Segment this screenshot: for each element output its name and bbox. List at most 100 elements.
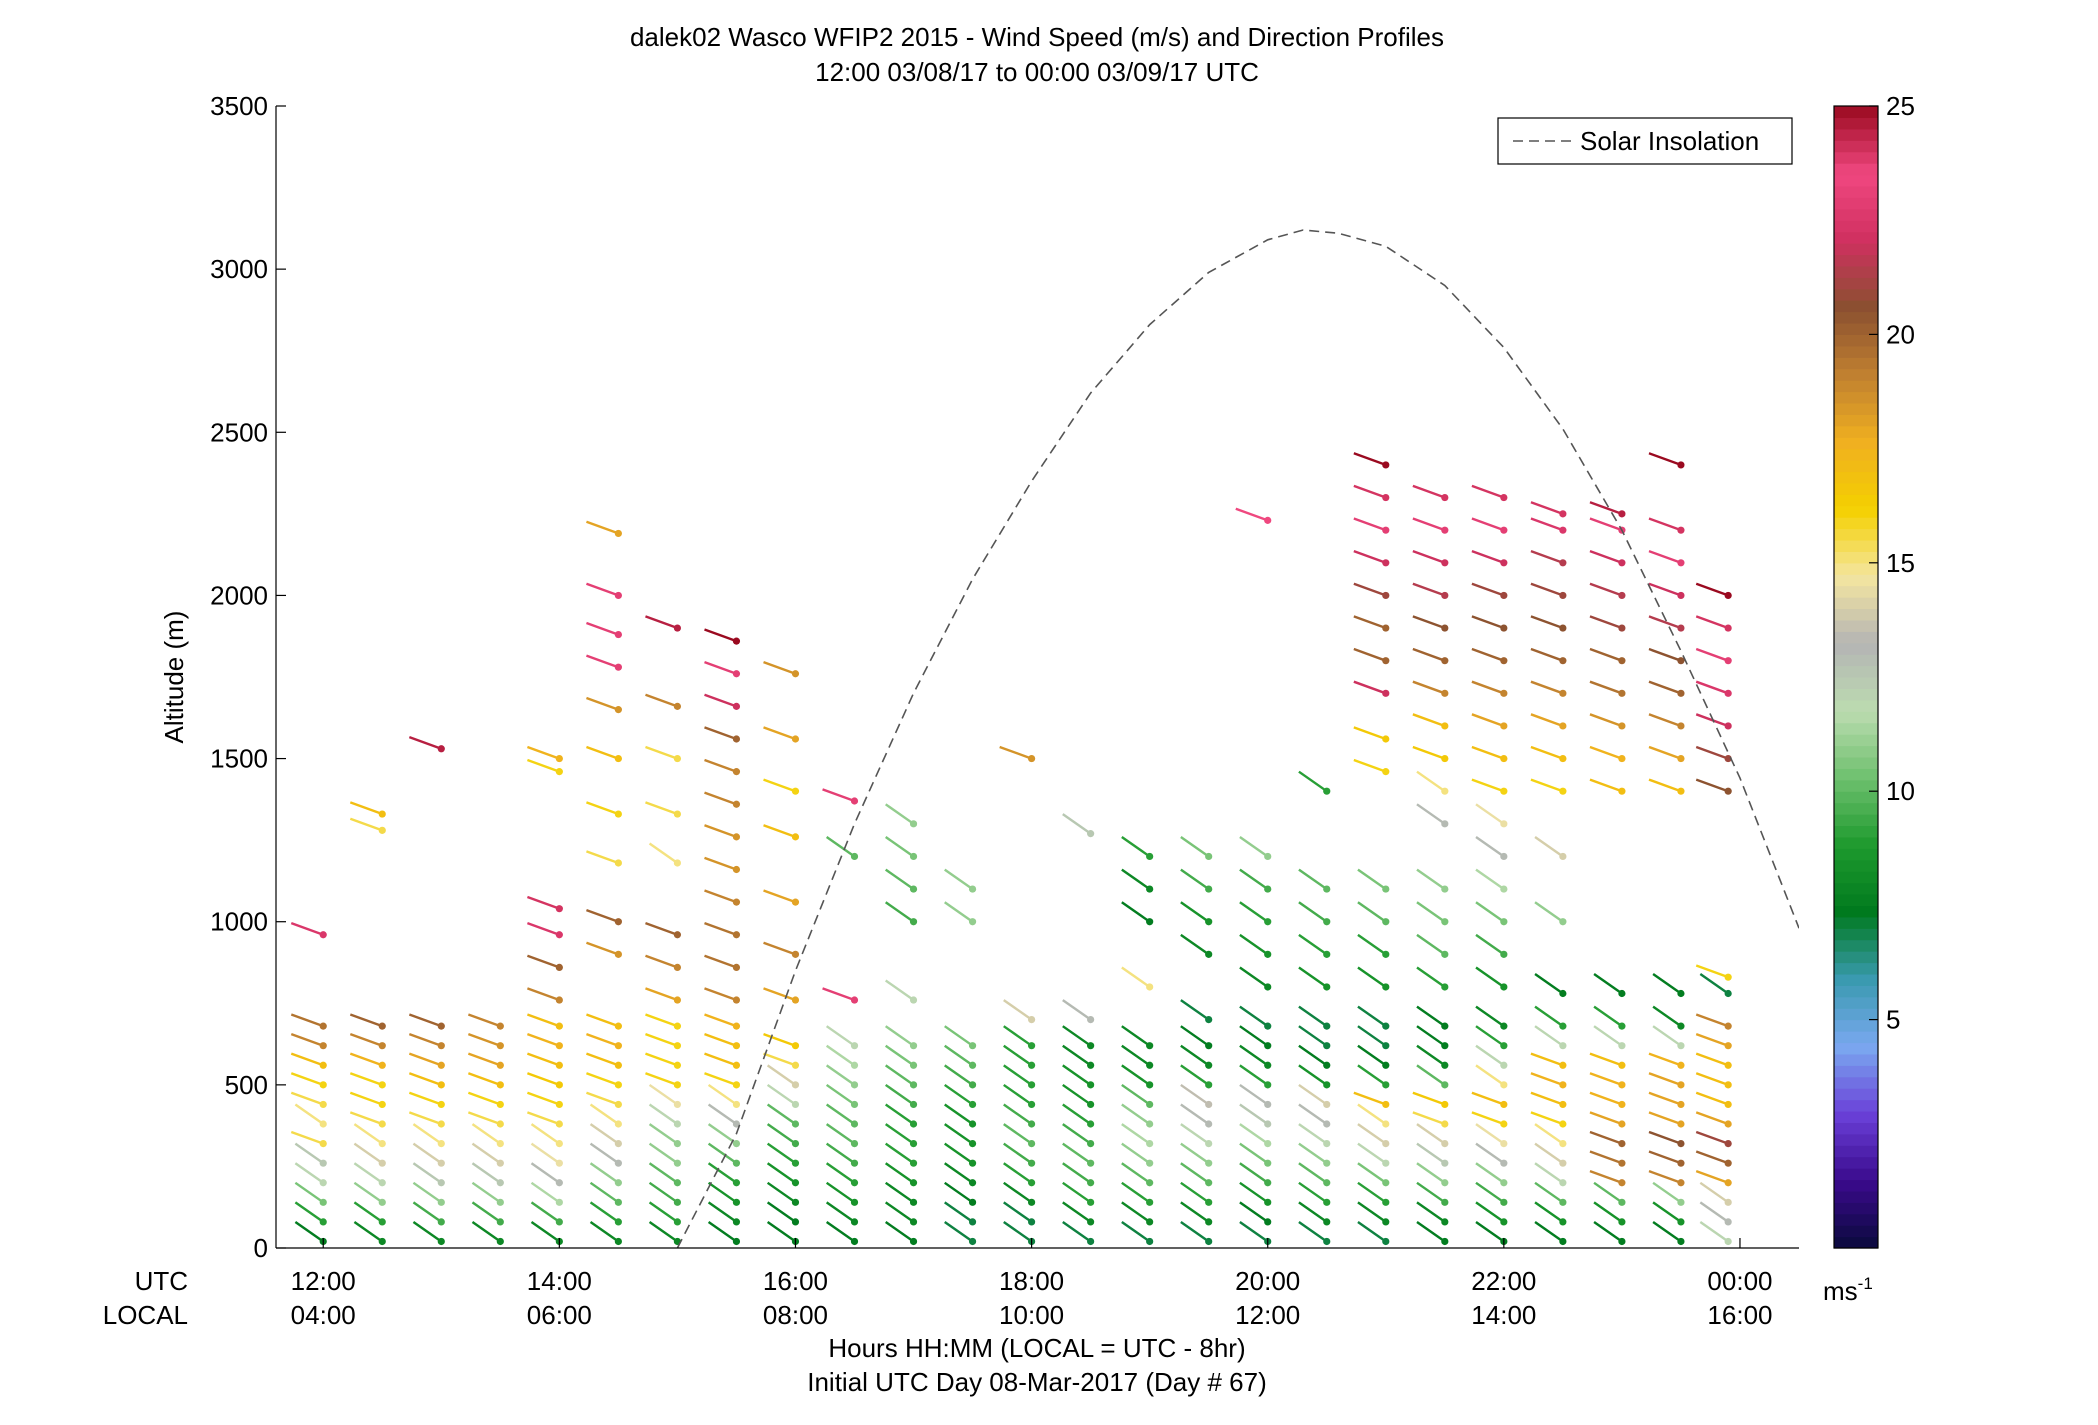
wind-barb-dot <box>1618 1081 1626 1089</box>
wind-barb <box>1353 647 1390 665</box>
colorbar-segment <box>1834 677 1878 690</box>
wind-barb <box>586 520 622 538</box>
wind-barb-shaft <box>1121 1162 1151 1184</box>
wind-barb <box>467 1032 504 1050</box>
wind-barb-shaft <box>349 1032 383 1047</box>
wind-barb <box>408 736 445 753</box>
wind-barb <box>884 1044 918 1069</box>
wind-barb-dot <box>909 1100 918 1109</box>
wind-barb-shaft <box>1353 615 1387 630</box>
wind-barb-dot <box>968 1061 977 1069</box>
wind-barb-shaft <box>1357 1201 1387 1223</box>
wind-barb-shaft <box>467 1052 501 1067</box>
wind-barb-dot <box>732 1081 741 1089</box>
wind-barb-shaft <box>1412 582 1446 597</box>
wind-barb <box>1589 501 1626 518</box>
wind-barb-shaft <box>1416 1025 1446 1047</box>
wind-barb-shaft <box>586 801 619 816</box>
colorbar-segment <box>1834 368 1878 381</box>
wind-barb-shaft <box>1695 1111 1729 1126</box>
wind-barb-shaft <box>1416 770 1446 793</box>
wind-barb-dot <box>1323 1022 1331 1030</box>
wind-barb <box>1003 1201 1036 1226</box>
wind-barb-dot <box>1500 1159 1508 1167</box>
x-tick-label-utc: 14:00 <box>527 1266 592 1296</box>
wind-barb <box>1648 1091 1685 1109</box>
wind-barb <box>645 1052 682 1069</box>
wind-barb <box>530 1142 563 1167</box>
wind-barb <box>1412 582 1449 600</box>
colorbar-unit-exponent: -1 <box>1858 1274 1873 1293</box>
wind-barb-dot <box>909 1061 918 1069</box>
wind-barb <box>1695 647 1732 665</box>
colorbar-segment <box>1834 642 1878 655</box>
wind-barb-shaft <box>825 1123 856 1145</box>
wind-barb-shaft <box>648 1220 679 1243</box>
wind-barb-shaft <box>1353 726 1387 741</box>
wind-barb-dot <box>1323 1081 1331 1089</box>
wind-barb-shaft <box>1648 713 1682 728</box>
wind-barb-shaft <box>408 1013 442 1028</box>
wind-barb-dot <box>968 1218 977 1226</box>
wind-barb <box>645 1072 682 1089</box>
wind-barb-dot <box>791 1179 800 1187</box>
wind-barb <box>884 1083 918 1109</box>
wind-barb <box>822 788 859 805</box>
wind-barb-shaft <box>1357 1181 1387 1204</box>
wind-barb-shaft <box>825 1103 856 1125</box>
colorbar-segment <box>1834 471 1878 484</box>
colorbar-segment <box>1834 962 1878 975</box>
wind-barb-dot <box>1500 1218 1508 1226</box>
wind-barb-shaft <box>349 1091 383 1106</box>
wind-barb-shaft <box>1121 1220 1151 1243</box>
wind-barb-shaft <box>944 1162 974 1184</box>
wind-barb-dot <box>1500 1179 1508 1187</box>
wind-barb-dot <box>850 1198 859 1206</box>
wind-barb-shaft <box>1412 713 1446 728</box>
wind-barb <box>1534 1005 1567 1030</box>
wind-barb-shaft <box>884 1123 915 1145</box>
wind-barb-shaft <box>471 1162 502 1184</box>
colorbar-segment <box>1834 1156 1878 1169</box>
wind-barb <box>1121 1083 1154 1109</box>
wind-barb-shaft <box>1357 1005 1387 1028</box>
wind-barb <box>645 1013 682 1030</box>
wind-barb-dot <box>1027 1218 1036 1226</box>
wind-barb-dot <box>1087 1100 1095 1109</box>
wind-barb <box>1471 680 1508 697</box>
wind-barb <box>586 908 622 926</box>
colorbar-segment <box>1834 402 1878 415</box>
wind-barb-shaft <box>763 941 796 956</box>
wind-barb <box>290 1130 327 1148</box>
wind-barb-dot <box>850 1081 859 1089</box>
wind-barb-dot <box>791 670 800 678</box>
wind-barb-shaft <box>1003 999 1033 1021</box>
wind-barb <box>1699 973 1732 998</box>
wind-barb <box>1695 1130 1732 1148</box>
wind-barb-dot <box>1205 1120 1213 1128</box>
wind-barb-dot <box>1677 989 1685 998</box>
wind-barb-shaft <box>1357 1064 1387 1086</box>
wind-barb-shaft <box>704 1032 737 1047</box>
colorbar-segment <box>1834 357 1878 370</box>
wind-barb-dot <box>319 1179 327 1187</box>
wind-barb-shaft <box>1121 1103 1151 1125</box>
wind-barb <box>467 1052 504 1069</box>
wind-barb <box>1239 1064 1272 1089</box>
wind-barb <box>1357 901 1390 926</box>
colorbar-segment <box>1834 1065 1878 1078</box>
wind-barb <box>704 954 741 971</box>
colorbar-segment <box>1834 722 1878 735</box>
wind-barb-shaft <box>825 1025 856 1047</box>
wind-barb-shaft <box>1180 1181 1210 1204</box>
wind-barb-dot <box>1500 657 1508 665</box>
wind-barb-dot <box>1146 1139 1154 1148</box>
colorbar-segment <box>1834 597 1878 610</box>
wind-barb-shaft <box>1412 745 1446 760</box>
wind-barb-shaft <box>1180 1220 1210 1243</box>
wind-barb-shaft <box>1121 966 1151 988</box>
wind-barb <box>1695 1032 1732 1050</box>
wind-barb <box>825 1201 859 1226</box>
